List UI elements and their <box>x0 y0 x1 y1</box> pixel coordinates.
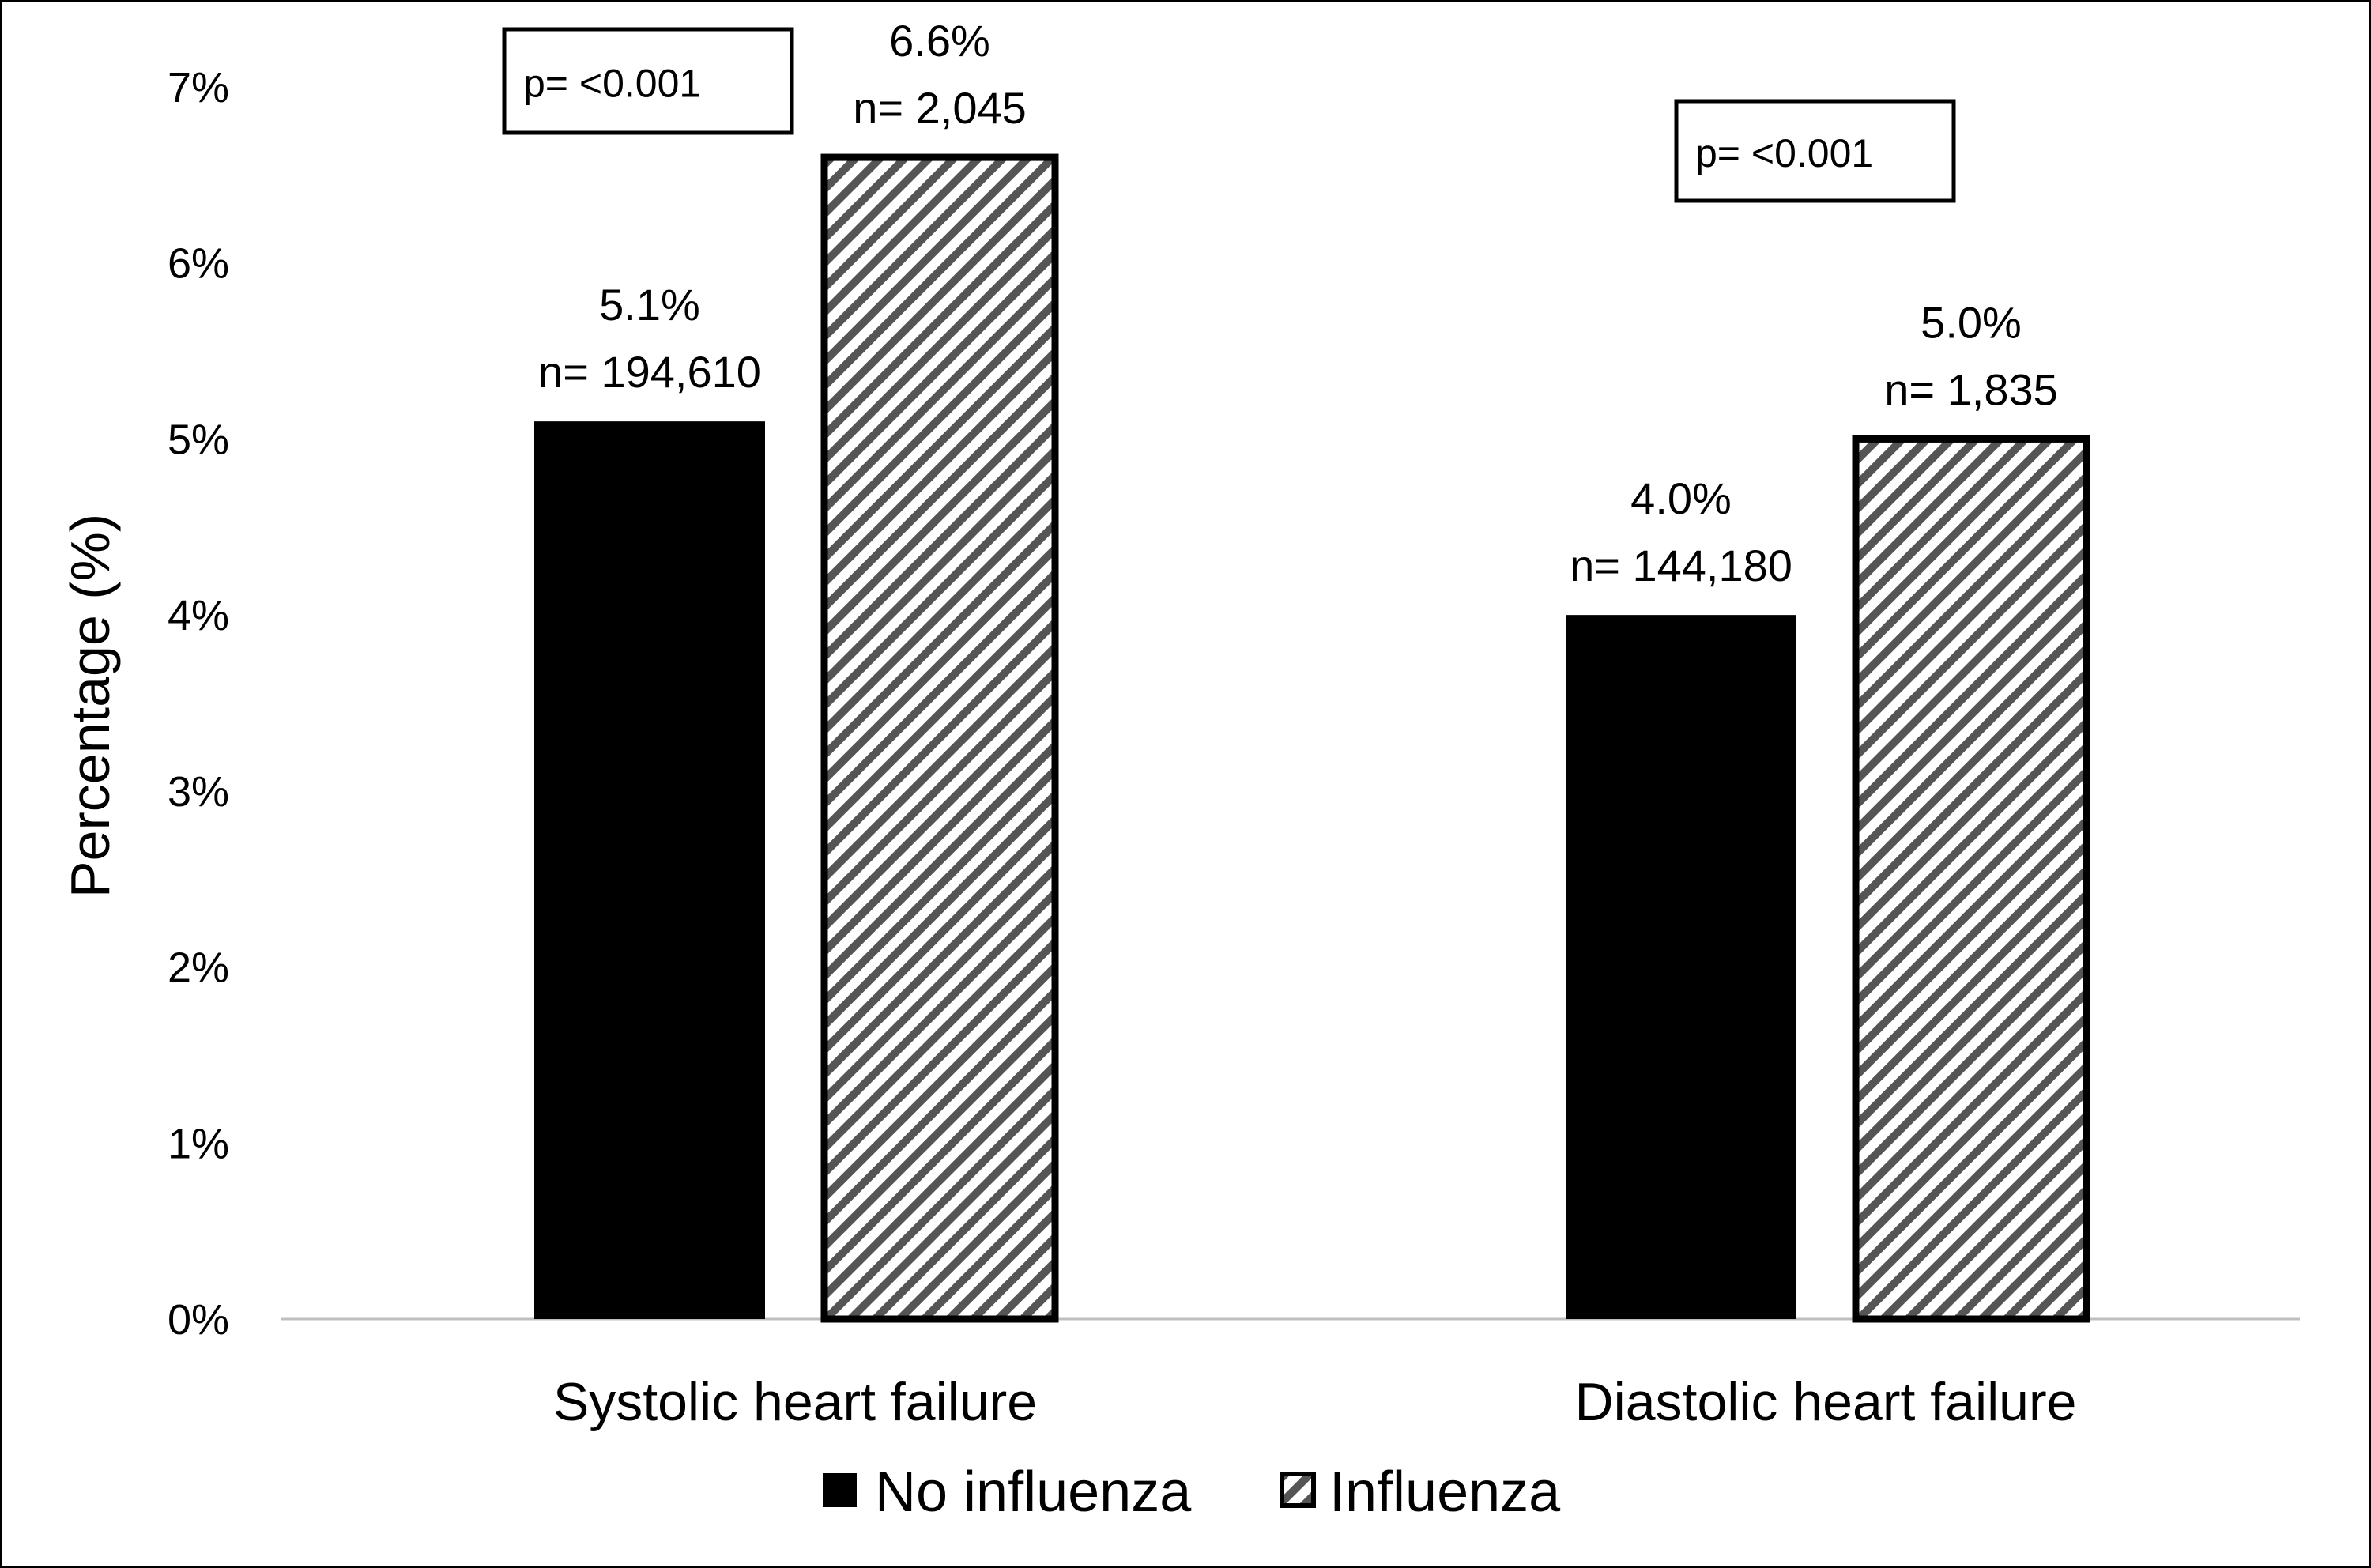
bar-no-influenza <box>534 421 765 1319</box>
y-axis: 0% 1% 2% 3% 4% 5% 6% 7% <box>168 64 2300 1344</box>
legend: No influenza Influenza <box>823 1461 1561 1524</box>
p-value-text: p= <0.001 <box>523 62 701 106</box>
category-label: Systolic heart failure <box>553 1372 1037 1432</box>
data-label-percent: 4.0% <box>1630 473 1732 523</box>
y-tick-label: 6% <box>168 240 229 288</box>
y-axis-title: Percentage (%) <box>59 514 121 898</box>
p-value-box <box>1674 99 1956 203</box>
y-tick-label: 3% <box>168 768 229 816</box>
legend-label: Influenza <box>1329 1461 1561 1524</box>
x-axis: Systolic heart failure Diastolic heart fa… <box>553 1372 2077 1432</box>
legend-swatch-solid <box>823 1473 857 1507</box>
data-label-count: n= 194,610 <box>538 347 761 397</box>
data-label-percent: 5.1% <box>599 280 700 330</box>
p-value-annotations: p= <0.001 p= <0.001 <box>502 27 1956 203</box>
data-label-count: n= 1,835 <box>1884 364 2058 414</box>
data-label-percent: 6.6% <box>889 16 990 66</box>
y-tick-label: 0% <box>168 1296 229 1344</box>
y-tick-label: 7% <box>168 64 229 111</box>
p-value-box <box>502 27 794 135</box>
y-tick-label: 5% <box>168 416 229 463</box>
y-tick-label: 1% <box>168 1120 229 1167</box>
data-label-percent: 5.0% <box>1921 297 2022 347</box>
y-tick-label: 2% <box>168 944 229 992</box>
legend-label: No influenza <box>875 1461 1192 1524</box>
bar-influenza <box>1852 435 2090 1323</box>
bar-no-influenza <box>1566 615 1796 1319</box>
data-label-count: n= 2,045 <box>853 83 1027 133</box>
bars <box>534 153 2090 1323</box>
category-label: Diastolic heart failure <box>1575 1372 2077 1432</box>
legend-swatch-hatched <box>1280 1472 1316 1508</box>
p-value-text: p= <0.001 <box>1695 131 1873 175</box>
y-tick-label: 4% <box>168 592 229 639</box>
data-label-count: n= 144,180 <box>1570 541 1792 590</box>
bar-influenza <box>820 153 1059 1323</box>
data-labels: n= 194,610 5.1% n= 2,045 6.6% n= 144,180 4.0%… <box>538 16 2058 590</box>
